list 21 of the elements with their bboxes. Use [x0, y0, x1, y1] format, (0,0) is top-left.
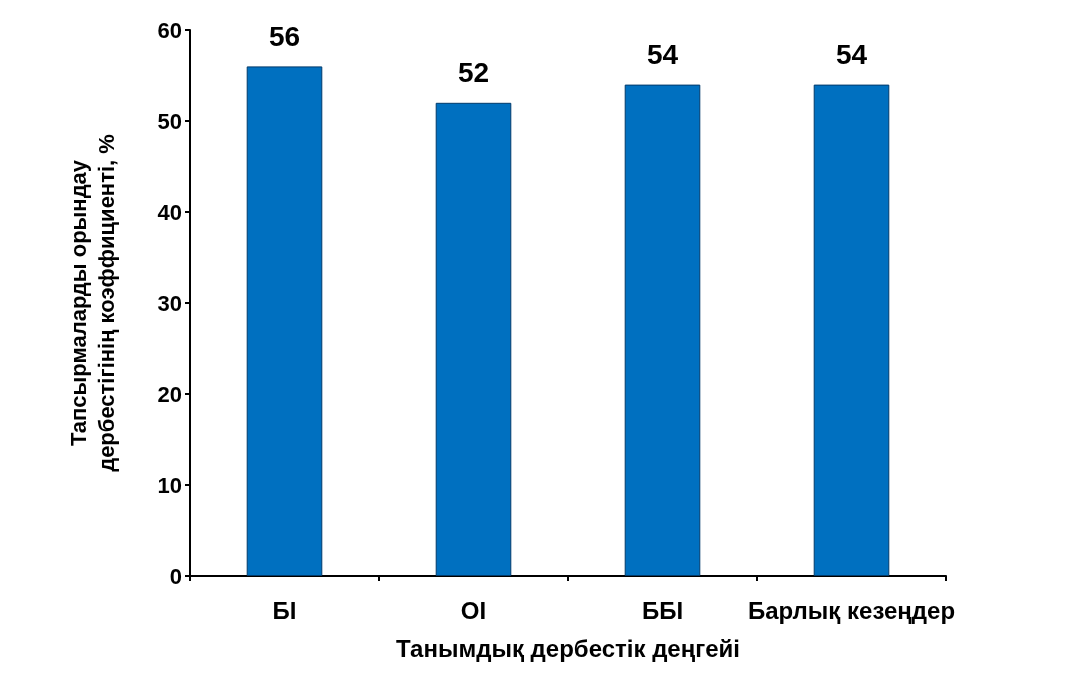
- x-tick-label: ОІ: [460, 596, 487, 624]
- y-tick-label: 60: [157, 17, 182, 43]
- y-tick-label: 0: [169, 563, 182, 589]
- bar: [624, 84, 701, 576]
- bar: [435, 102, 512, 576]
- y-tick-label: 20: [157, 381, 182, 407]
- bar: [246, 66, 323, 576]
- x-tick-label: БІ: [272, 596, 297, 624]
- y-tick-label: 40: [157, 199, 182, 225]
- data-label: 52: [457, 57, 490, 89]
- x-tick-label: Барлық кезеңдер: [747, 596, 956, 624]
- data-label: 54: [835, 39, 868, 71]
- y-axis-title: Тапсырмаларды орындау дербестігінің коэффициенті, %: [65, 134, 119, 472]
- data-label: 54: [646, 39, 679, 71]
- data-label: 56: [268, 20, 301, 52]
- y-tick-label: 50: [157, 108, 182, 134]
- x-tick-label: ББІ: [641, 596, 684, 624]
- bar: [813, 84, 890, 576]
- x-axis-title: Танымдық дербестік деңгейі: [396, 634, 740, 662]
- y-tick-label: 30: [157, 290, 182, 316]
- y-tick-label: 10: [157, 472, 182, 498]
